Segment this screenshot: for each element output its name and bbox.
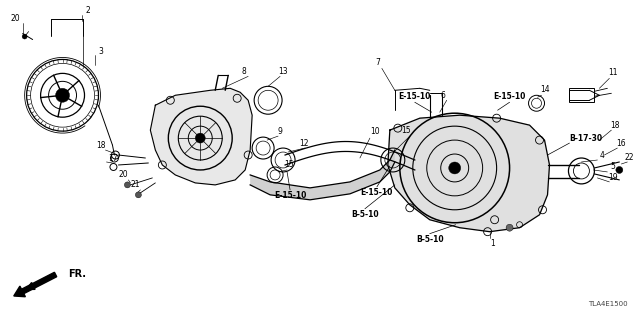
Text: 10: 10 [370, 127, 380, 136]
Text: 7: 7 [376, 58, 380, 67]
Circle shape [136, 192, 141, 198]
Circle shape [506, 224, 513, 231]
Text: 8: 8 [242, 67, 246, 76]
Text: 18: 18 [611, 121, 620, 130]
Circle shape [195, 133, 205, 143]
Circle shape [449, 162, 461, 174]
Polygon shape [388, 115, 550, 232]
Polygon shape [150, 88, 252, 185]
Text: 2: 2 [85, 6, 90, 15]
Text: B-5-10: B-5-10 [416, 235, 444, 244]
Text: TLA4E1500: TLA4E1500 [588, 301, 627, 307]
Circle shape [124, 182, 131, 188]
Text: 13: 13 [278, 67, 288, 76]
Circle shape [56, 88, 70, 102]
Text: 15: 15 [284, 160, 294, 170]
Text: B-5-10: B-5-10 [351, 210, 379, 219]
Text: 6: 6 [440, 91, 445, 100]
FancyArrow shape [14, 272, 57, 297]
Text: E-15-10: E-15-10 [493, 92, 526, 101]
Text: E-15-10: E-15-10 [274, 191, 307, 200]
Polygon shape [250, 150, 395, 200]
Text: 16: 16 [616, 139, 626, 148]
Text: 21: 21 [131, 180, 140, 189]
Text: 15: 15 [401, 126, 411, 135]
Text: 1: 1 [490, 239, 495, 248]
Text: 12: 12 [300, 139, 308, 148]
Bar [570, 88, 595, 102]
Text: 3: 3 [98, 47, 103, 56]
Text: 17: 17 [109, 154, 118, 163]
Text: 19: 19 [609, 173, 618, 182]
Circle shape [22, 34, 27, 39]
Text: 18: 18 [96, 140, 105, 149]
Text: E-15-10: E-15-10 [361, 188, 393, 197]
Text: 20: 20 [118, 171, 128, 180]
Text: B-17-30: B-17-30 [570, 133, 603, 143]
Text: 14: 14 [541, 85, 550, 94]
Text: 4: 4 [600, 150, 605, 160]
Text: 9: 9 [278, 127, 282, 136]
Text: 11: 11 [609, 68, 618, 77]
Text: 20: 20 [11, 14, 20, 23]
Text: E-15-10: E-15-10 [399, 92, 431, 101]
Text: 22: 22 [625, 153, 634, 162]
Text: FR.: FR. [68, 268, 86, 278]
Text: 5: 5 [610, 163, 615, 172]
Circle shape [616, 166, 623, 173]
